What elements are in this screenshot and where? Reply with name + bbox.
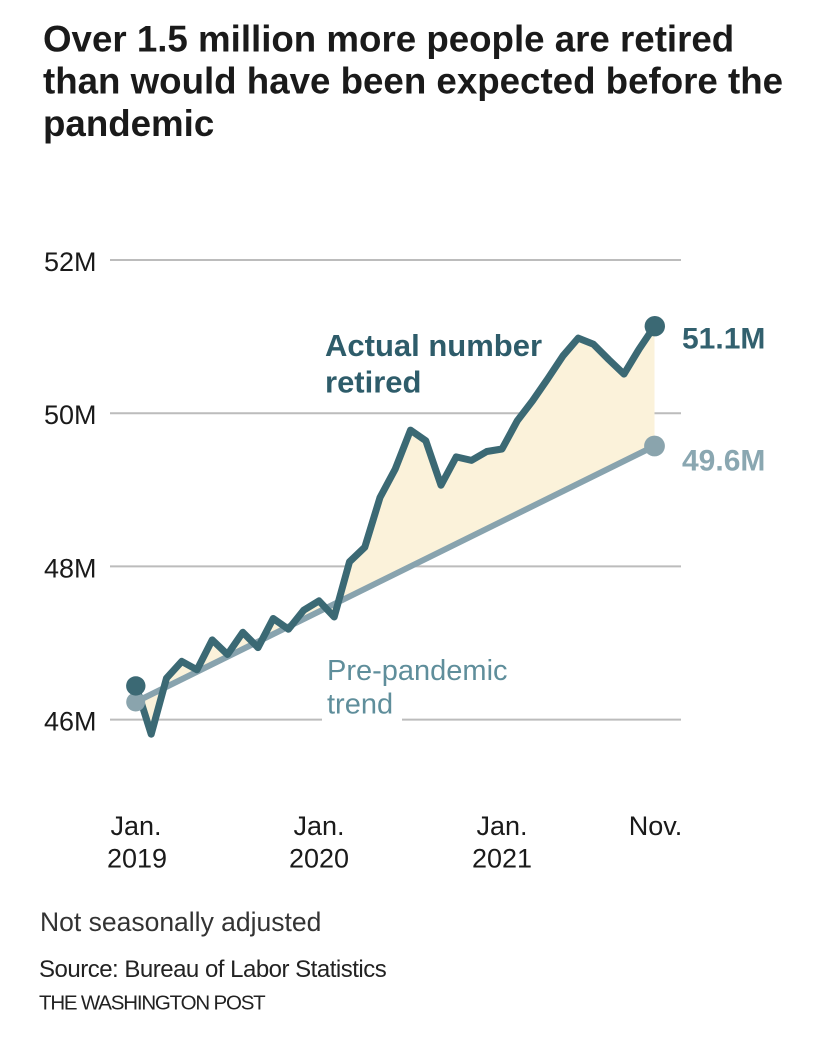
svg-text:2021: 2021 (472, 844, 532, 874)
svg-text:2020: 2020 (289, 844, 349, 874)
svg-text:51.1M: 51.1M (682, 322, 765, 355)
svg-text:52M: 52M (44, 247, 97, 277)
svg-text:Nov.: Nov. (629, 811, 683, 841)
svg-text:48M: 48M (44, 553, 97, 583)
svg-text:pandemic: pandemic (43, 103, 214, 144)
svg-text:Jan.: Jan. (110, 811, 161, 841)
svg-text:than would have been expected: than would have been expected before the (43, 61, 783, 102)
svg-text:Jan.: Jan. (476, 811, 527, 841)
svg-text:46M: 46M (44, 707, 97, 737)
svg-text:50M: 50M (44, 400, 97, 430)
svg-text:Jan.: Jan. (293, 811, 344, 841)
svg-text:2019: 2019 (107, 844, 167, 874)
svg-text:Actual number: Actual number (325, 328, 542, 363)
svg-text:Over 1.5 million more people a: Over 1.5 million more people are retired (43, 18, 734, 59)
svg-text:49.6M: 49.6M (682, 445, 765, 478)
svg-text:trend: trend (327, 689, 393, 721)
svg-text:Pre-pandemic: Pre-pandemic (327, 655, 508, 687)
svg-text:Not seasonally adjusted: Not seasonally adjusted (40, 907, 321, 937)
svg-text:THE WASHINGTON POST: THE WASHINGTON POST (39, 992, 266, 1015)
svg-text:retired: retired (325, 365, 421, 400)
svg-text:Source: Bureau of Labor Statis: Source: Bureau of Labor Statistics (39, 956, 387, 983)
